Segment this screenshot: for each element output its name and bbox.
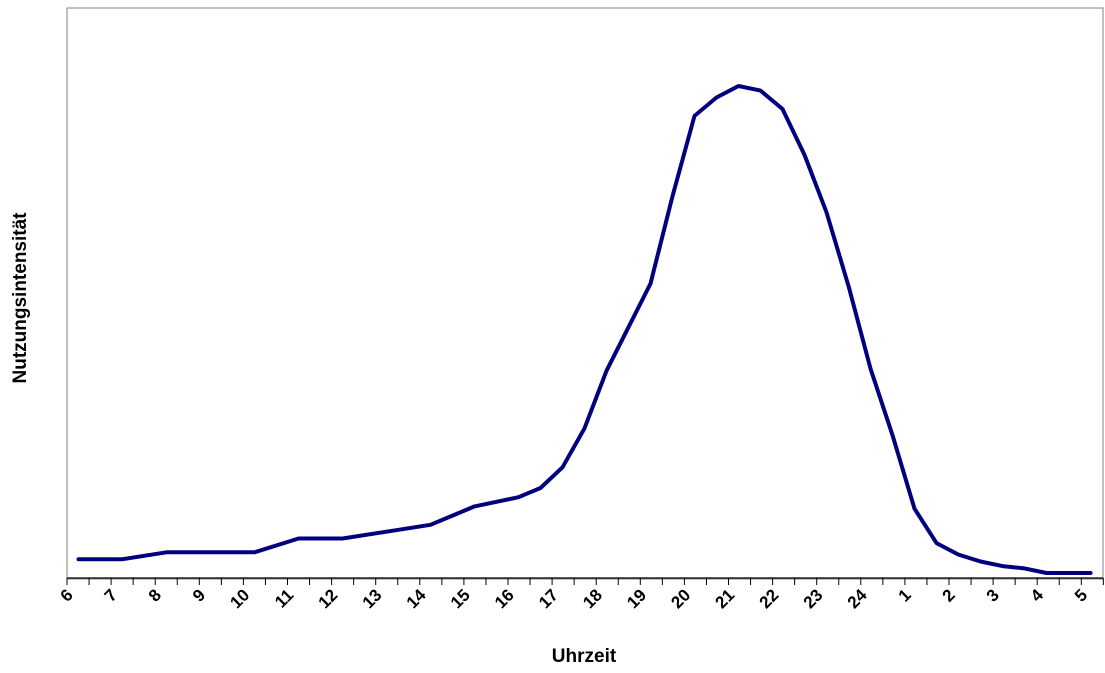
x-tick-label: 4 bbox=[1027, 585, 1048, 606]
x-tick-label: 17 bbox=[535, 585, 562, 612]
y-axis-title: Nutzungsintensität bbox=[10, 212, 31, 384]
x-axis-title: Uhrzeit bbox=[552, 646, 617, 667]
x-tick-label: 2 bbox=[939, 585, 959, 605]
x-tick-label: 23 bbox=[800, 585, 827, 612]
series-group bbox=[76, 84, 1093, 575]
x-tick-label: 7 bbox=[101, 585, 121, 605]
x-tick-label: 1 bbox=[895, 585, 915, 605]
x-tick-label: 5 bbox=[1071, 585, 1091, 605]
x-tick-label: 8 bbox=[145, 585, 165, 605]
x-tick-label: 19 bbox=[623, 585, 650, 612]
x-tick-label: 9 bbox=[189, 585, 209, 605]
x-tick-labels: 6 7 8 9 10 11 12 13 14 15 16 17 18 19 20 21 22 23 24 1 2 3 4 5 bbox=[57, 585, 1091, 612]
x-tick-label: 11 bbox=[271, 585, 297, 611]
x-tick-label: 12 bbox=[315, 585, 342, 612]
x-tick-label: 16 bbox=[491, 585, 518, 612]
plot-area bbox=[66, 7, 1104, 580]
x-tick-label: 6 bbox=[57, 585, 77, 605]
x-tick-label: 15 bbox=[447, 585, 474, 612]
x-ticks bbox=[66, 578, 1104, 585]
series-line bbox=[76, 84, 1093, 575]
x-tick-label: 13 bbox=[359, 585, 386, 612]
x-tick-label: 3 bbox=[983, 585, 1003, 605]
x-tick-label: 18 bbox=[579, 585, 606, 612]
x-tick-label: 22 bbox=[756, 585, 783, 612]
x-tick-label: 14 bbox=[403, 585, 430, 612]
x-tick-label: 20 bbox=[667, 585, 694, 612]
x-tick-label: 10 bbox=[226, 585, 253, 612]
x-tick-label: 21 bbox=[712, 585, 739, 612]
x-tick-label: 24 bbox=[844, 585, 871, 612]
